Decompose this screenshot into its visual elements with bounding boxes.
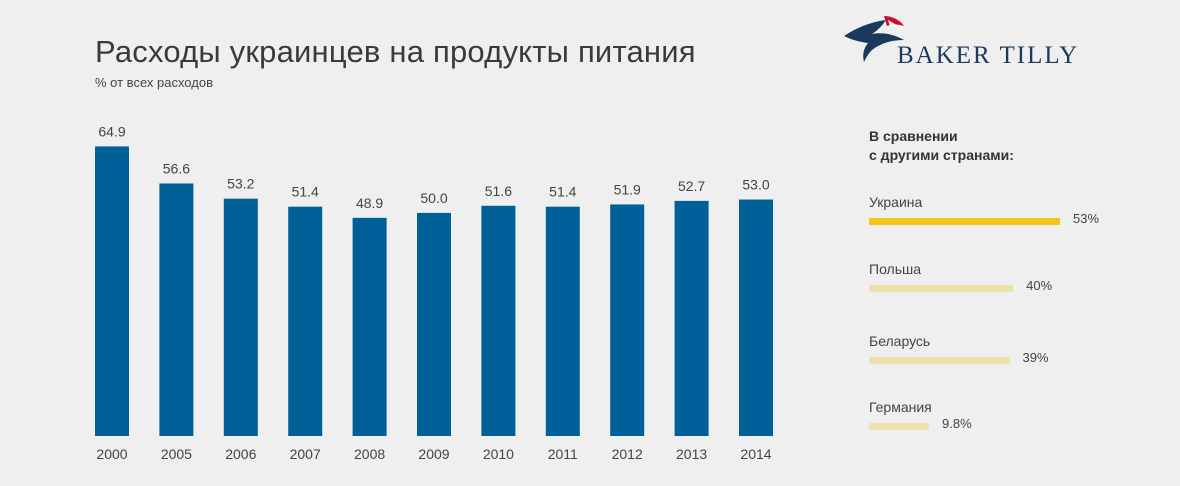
comparison-bar (869, 423, 929, 430)
x-tick-label-2010: 2010 (483, 446, 514, 462)
bar-2000 (95, 146, 129, 436)
value-label-2007: 51.4 (292, 184, 319, 200)
value-label-2005: 56.6 (163, 160, 190, 176)
comparison-row: Германия 9.8% (869, 399, 1129, 439)
x-tick-label-2006: 2006 (225, 446, 256, 462)
chart-title: Расходы украинцев на продукты питания (95, 34, 696, 69)
bar-2005 (159, 183, 194, 436)
bar-2007 (288, 206, 323, 436)
comparison-bar (869, 218, 1060, 225)
comparison-row: Польша 40% (869, 261, 1129, 301)
comparison-country: Германия (869, 399, 932, 415)
comparison-value: 9.8% (942, 416, 972, 431)
x-tick-label-2014: 2014 (740, 446, 771, 462)
comparison-title-line2: с другими странами: (869, 147, 1014, 163)
value-label-2010: 51.6 (485, 183, 512, 199)
logo-text: BAKER TILLY (897, 42, 1080, 69)
bar-2006 (223, 198, 258, 436)
value-label-2006: 53.2 (227, 176, 254, 192)
value-label-2013: 52.7 (678, 178, 705, 194)
eagle-icon (844, 16, 904, 62)
comparison-value: 53% (1073, 211, 1100, 226)
value-label-2012: 51.9 (614, 181, 641, 197)
x-tick-label-2009: 2009 (418, 446, 449, 462)
comparison-country: Польша (869, 261, 922, 277)
comparison-row: Украина 53% (869, 194, 1129, 234)
x-tick-label-2005: 2005 (161, 446, 192, 462)
comparison-value: 39% (1022, 350, 1049, 365)
comparison-country: Беларусь (869, 333, 931, 349)
bar-chart: 64.9 2000 56.6 2005 53.2 2006 51.4 2007 48.9 2008… (95, 123, 773, 462)
baker-tilly-logo: BAKER TILLY (842, 14, 1102, 74)
bar-2012 (610, 204, 645, 436)
x-tick-label-2011: 2011 (548, 446, 578, 462)
comparison-title-line1: В сравнении (869, 128, 958, 144)
x-tick-label-2012: 2012 (612, 446, 643, 462)
comparison-bar (869, 357, 1010, 364)
value-label-2008: 48.9 (356, 195, 383, 211)
x-tick-label-2000: 2000 (96, 446, 127, 462)
chart-subtitle: % от всех расходов (95, 75, 213, 90)
x-tick-label-2008: 2008 (354, 446, 385, 462)
value-label-2011: 51.4 (549, 184, 576, 200)
value-label-2000: 64.9 (98, 123, 125, 139)
comparison-value: 40% (1026, 278, 1053, 293)
value-label-2009: 50.0 (420, 190, 447, 206)
bar-2014 (739, 199, 773, 436)
bar-2009 (417, 212, 451, 436)
comparison-row: Беларусь 39% (869, 333, 1129, 373)
bar-2011 (545, 206, 580, 436)
value-label-2014: 53.0 (742, 177, 769, 193)
x-tick-label-2007: 2007 (290, 446, 321, 462)
comparison-bar (869, 285, 1014, 292)
x-tick-label-2013: 2013 (676, 446, 707, 462)
bar-2010 (481, 205, 516, 436)
comparison-title: В сравнении с другими странами: (869, 127, 1014, 165)
bar-2013 (674, 200, 709, 436)
bar-2008 (352, 217, 387, 436)
comparison-country: Украина (869, 194, 923, 210)
